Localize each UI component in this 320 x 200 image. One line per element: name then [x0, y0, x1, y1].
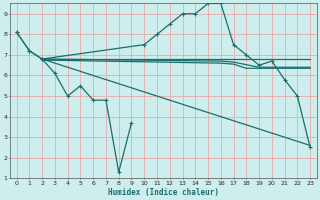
X-axis label: Humidex (Indice chaleur): Humidex (Indice chaleur) [108, 188, 219, 197]
